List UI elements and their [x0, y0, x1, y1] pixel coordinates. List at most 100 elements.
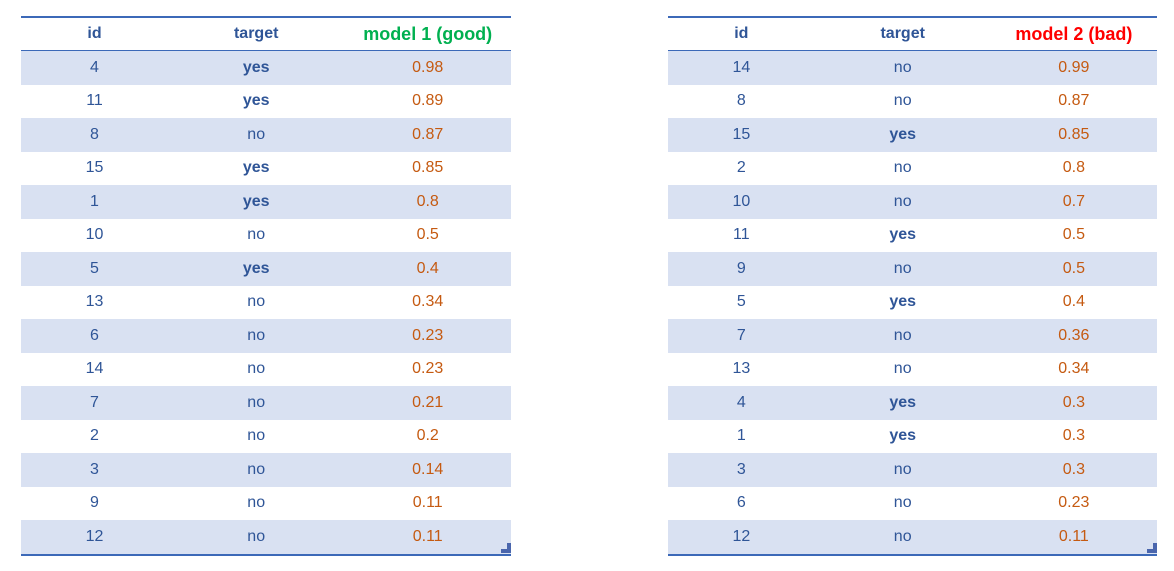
table-row: 1 yes 0.8	[21, 185, 511, 219]
target-cell[interactable]: no	[168, 486, 345, 520]
target-cell[interactable]: yes	[168, 185, 345, 219]
target-cell[interactable]: no	[814, 252, 991, 286]
target-cell[interactable]: no	[814, 520, 991, 555]
score-cell[interactable]: 0.23	[344, 319, 511, 353]
target-cell[interactable]: no	[168, 218, 345, 252]
target-cell[interactable]: no	[168, 285, 345, 319]
target-cell[interactable]: yes	[168, 84, 345, 118]
score-cell[interactable]: 0.99	[990, 50, 1157, 85]
score-cell[interactable]: 0.21	[344, 386, 511, 420]
score-cell[interactable]: 0.87	[344, 118, 511, 152]
target-cell[interactable]: no	[168, 352, 345, 386]
id-cell[interactable]: 9	[21, 486, 168, 520]
target-cell[interactable]: yes	[168, 50, 345, 85]
score-cell[interactable]: 0.3	[990, 386, 1157, 420]
score-cell[interactable]: 0.8	[344, 185, 511, 219]
score-cell[interactable]: 0.7	[990, 185, 1157, 219]
id-cell[interactable]: 15	[21, 151, 168, 185]
target-cell[interactable]: no	[814, 84, 991, 118]
score-cell[interactable]: 0.3	[990, 419, 1157, 453]
column-header-target[interactable]: target	[168, 17, 345, 51]
score-cell[interactable]: 0.85	[344, 151, 511, 185]
id-cell[interactable]: 11	[21, 84, 168, 118]
table-row: 11 yes 0.89	[21, 84, 511, 118]
column-header-id[interactable]: id	[668, 17, 815, 51]
score-cell[interactable]: 0.23	[344, 352, 511, 386]
score-cell[interactable]: 0.11	[990, 520, 1157, 555]
score-cell[interactable]: 0.2	[344, 419, 511, 453]
id-cell[interactable]: 4	[668, 386, 815, 420]
target-cell[interactable]: yes	[814, 419, 991, 453]
id-cell[interactable]: 2	[21, 419, 168, 453]
score-cell[interactable]: 0.3	[990, 453, 1157, 487]
target-cell[interactable]: no	[168, 386, 345, 420]
score-cell[interactable]: 0.8	[990, 151, 1157, 185]
id-cell[interactable]: 9	[668, 252, 815, 286]
score-cell[interactable]: 0.89	[344, 84, 511, 118]
score-cell[interactable]: 0.11	[344, 486, 511, 520]
score-cell[interactable]: 0.14	[344, 453, 511, 487]
id-cell[interactable]: 2	[668, 151, 815, 185]
column-header-id[interactable]: id	[21, 17, 168, 51]
score-cell[interactable]: 0.34	[990, 352, 1157, 386]
id-cell[interactable]: 3	[668, 453, 815, 487]
id-cell[interactable]: 8	[668, 84, 815, 118]
id-cell[interactable]: 7	[668, 319, 815, 353]
column-header-model1[interactable]: model 1 (good)	[344, 17, 511, 51]
target-cell[interactable]: no	[168, 319, 345, 353]
id-cell[interactable]: 15	[668, 118, 815, 152]
id-cell[interactable]: 7	[21, 386, 168, 420]
table-resize-handle-icon[interactable]	[501, 542, 511, 553]
id-cell[interactable]: 12	[668, 520, 815, 555]
id-cell[interactable]: 5	[668, 285, 815, 319]
target-cell[interactable]: no	[168, 453, 345, 487]
id-cell[interactable]: 10	[668, 185, 815, 219]
id-cell[interactable]: 10	[21, 218, 168, 252]
target-cell[interactable]: no	[168, 419, 345, 453]
score-cell[interactable]: 0.85	[990, 118, 1157, 152]
score-cell[interactable]: 0.5	[990, 252, 1157, 286]
score-cell[interactable]: 0.4	[990, 285, 1157, 319]
target-cell[interactable]: yes	[814, 218, 991, 252]
score-cell[interactable]: 0.36	[990, 319, 1157, 353]
score-cell[interactable]: 0.34	[344, 285, 511, 319]
score-cell[interactable]: 0.5	[344, 218, 511, 252]
target-cell[interactable]: no	[814, 352, 991, 386]
target-cell[interactable]: no	[814, 185, 991, 219]
id-cell[interactable]: 6	[668, 486, 815, 520]
id-cell[interactable]: 5	[21, 252, 168, 286]
id-cell[interactable]: 3	[21, 453, 168, 487]
id-cell[interactable]: 11	[668, 218, 815, 252]
target-cell[interactable]: no	[814, 151, 991, 185]
target-cell[interactable]: no	[168, 118, 345, 152]
id-cell[interactable]: 12	[21, 520, 168, 555]
id-cell[interactable]: 8	[21, 118, 168, 152]
target-cell[interactable]: no	[814, 319, 991, 353]
target-cell[interactable]: yes	[814, 386, 991, 420]
target-cell[interactable]: no	[168, 520, 345, 555]
table-resize-handle-icon[interactable]	[1147, 542, 1157, 553]
score-cell[interactable]: 0.23	[990, 486, 1157, 520]
target-cell[interactable]: yes	[168, 252, 345, 286]
score-cell[interactable]: 0.11	[344, 520, 511, 555]
id-cell[interactable]: 1	[668, 419, 815, 453]
id-cell[interactable]: 14	[668, 50, 815, 85]
target-cell[interactable]: yes	[168, 151, 345, 185]
target-cell[interactable]: no	[814, 50, 991, 85]
id-cell[interactable]: 4	[21, 50, 168, 85]
id-cell[interactable]: 13	[668, 352, 815, 386]
id-cell[interactable]: 1	[21, 185, 168, 219]
column-header-target[interactable]: target	[814, 17, 991, 51]
column-header-model2[interactable]: model 2 (bad)	[990, 17, 1157, 51]
id-cell[interactable]: 6	[21, 319, 168, 353]
target-cell[interactable]: yes	[814, 285, 991, 319]
target-cell[interactable]: no	[814, 486, 991, 520]
score-cell[interactable]: 0.5	[990, 218, 1157, 252]
score-cell[interactable]: 0.98	[344, 50, 511, 85]
score-cell[interactable]: 0.87	[990, 84, 1157, 118]
id-cell[interactable]: 14	[21, 352, 168, 386]
id-cell[interactable]: 13	[21, 285, 168, 319]
score-cell[interactable]: 0.4	[344, 252, 511, 286]
target-cell[interactable]: yes	[814, 118, 991, 152]
target-cell[interactable]: no	[814, 453, 991, 487]
